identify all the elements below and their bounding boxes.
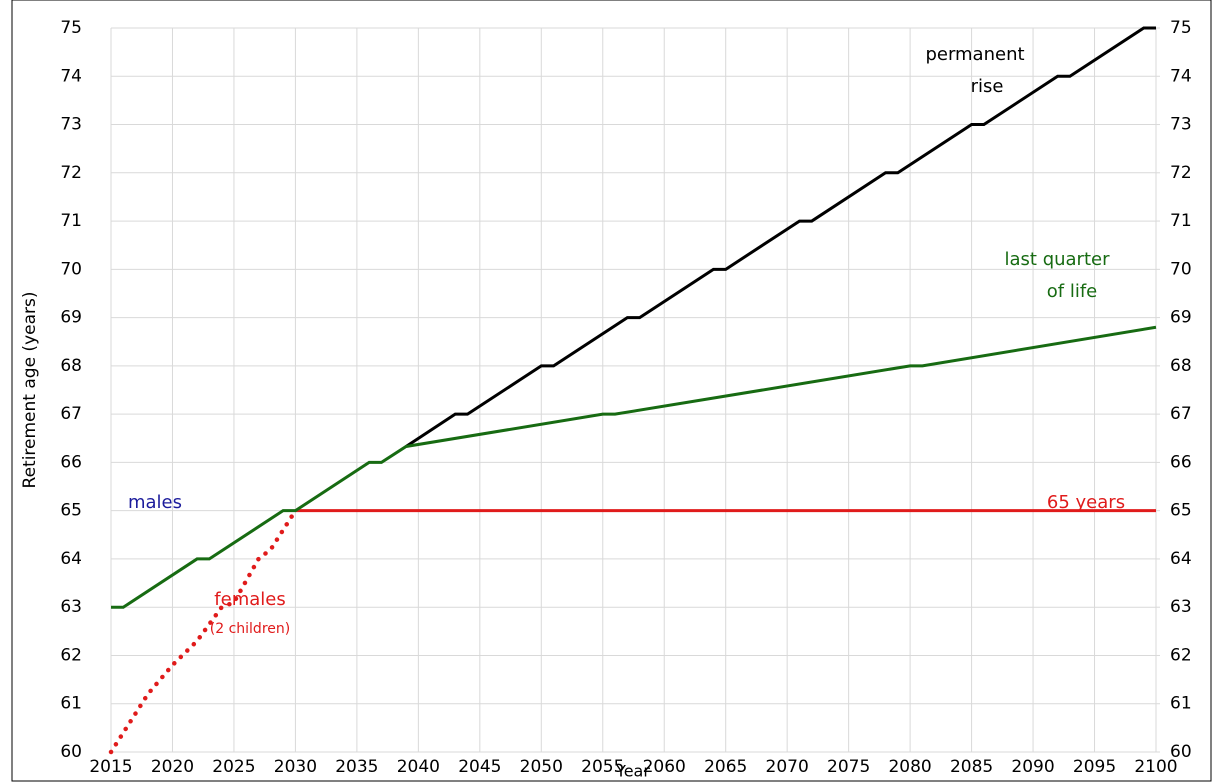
x-tick-label: 2065 [704, 757, 747, 777]
y2-tick-label: 63 [1170, 597, 1192, 617]
x-tick-label: 2075 [827, 757, 870, 777]
x-tick-label: 2055 [581, 757, 624, 777]
y-tick-label: 63 [60, 597, 82, 617]
y-tick-label: 65 [60, 501, 82, 521]
y-tick-label: 66 [60, 452, 82, 472]
y2-tick-label: 69 [1170, 308, 1192, 328]
annotation: 65 years [1047, 492, 1125, 513]
x-tick-label: 2100 [1134, 757, 1177, 777]
annotation: rise [971, 76, 1004, 97]
annotation: permanent [925, 44, 1024, 65]
x-tick-label: 2030 [274, 757, 317, 777]
x-tick-label: 2090 [1011, 757, 1054, 777]
y-tick-label: 69 [60, 308, 82, 328]
y2-tick-label: 71 [1170, 211, 1192, 231]
series-line [405, 26, 1156, 448]
y2-tick-label: 70 [1170, 259, 1192, 279]
y2-tick-label: 74 [1170, 66, 1192, 86]
y2-tick-label: 62 [1170, 645, 1192, 665]
y2-tick-label: 66 [1170, 452, 1192, 472]
x-tick-label: 2035 [335, 757, 378, 777]
x-tick-label: 2085 [950, 757, 993, 777]
x-tick-label: 2040 [397, 757, 440, 777]
y2-tick-label: 72 [1170, 163, 1192, 183]
x-tick-label: 2020 [151, 757, 194, 777]
y-tick-label: 74 [60, 66, 82, 86]
y2-tick-label: 65 [1170, 501, 1192, 521]
x-tick-label: 2080 [888, 757, 931, 777]
y-tick-label: 60 [60, 742, 82, 762]
x-tick-label: 2070 [766, 757, 809, 777]
annotation: of life [1047, 281, 1097, 302]
x-tick-label: 2025 [212, 757, 255, 777]
y2-tick-label: 67 [1170, 404, 1192, 424]
x-tick-label: 2060 [643, 757, 686, 777]
x-tick-label: 2050 [520, 757, 563, 777]
y2-tick-label: 75 [1170, 18, 1192, 38]
y-tick-label: 67 [60, 404, 82, 424]
y-tick-label: 61 [60, 694, 82, 714]
y2-tick-label: 64 [1170, 549, 1192, 569]
y2-tick-label: 60 [1170, 742, 1192, 762]
y-tick-label: 68 [60, 356, 82, 376]
y-axis-label: Retirement age (years) [20, 292, 40, 489]
y2-tick-label: 73 [1170, 115, 1192, 135]
y-tick-label: 62 [60, 645, 82, 665]
annotation: last quarter [1005, 249, 1111, 270]
annotation: males [128, 492, 182, 513]
y2-tick-label: 68 [1170, 356, 1192, 376]
x-axis-label: Year [615, 762, 650, 781]
y-tick-label: 71 [60, 211, 82, 231]
series-line [108, 508, 298, 755]
y-tick-label: 70 [60, 259, 82, 279]
y2-tick-label: 61 [1170, 694, 1192, 714]
y-tick-label: 72 [60, 163, 82, 183]
x-tick-label: 2095 [1073, 757, 1116, 777]
series-line [111, 325, 1157, 609]
x-tick-label: 2015 [89, 757, 132, 777]
annotation: females [214, 589, 285, 610]
frame [11, 0, 1212, 782]
y-tick-label: 75 [60, 18, 82, 38]
y-tick-label: 64 [60, 549, 82, 569]
y-tick-label: 73 [60, 115, 82, 135]
annotation: (2 children) [210, 621, 290, 637]
x-tick-label: 2045 [458, 757, 501, 777]
